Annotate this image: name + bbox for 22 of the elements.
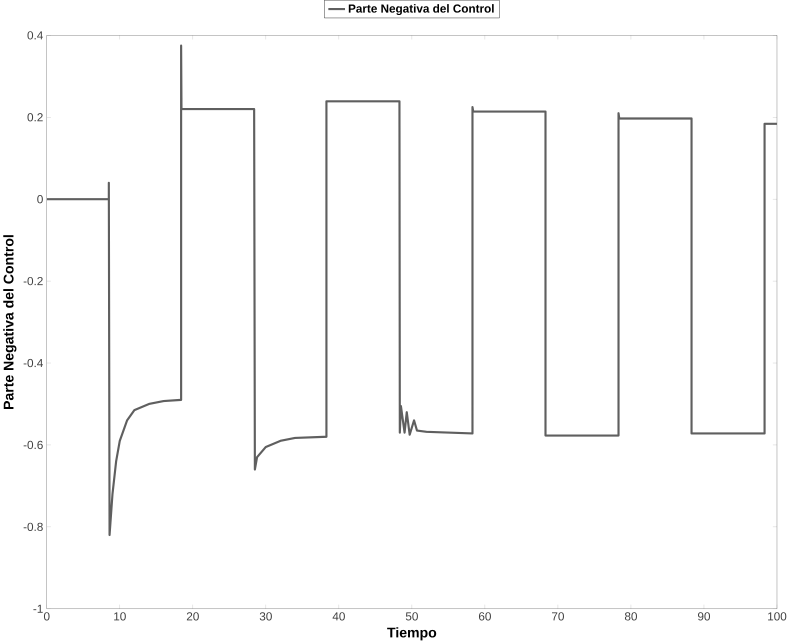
x-tick-label: 40: [332, 612, 345, 621]
x-tick-label: 0: [44, 612, 50, 621]
y-tick-label: -0.4: [24, 359, 43, 368]
y-tick-label: -0.8: [24, 522, 43, 532]
x-tick-label: 60: [478, 612, 491, 621]
x-tick-label: 50: [406, 612, 418, 621]
x-tick-label: 90: [698, 612, 710, 621]
x-tick-label: 70: [552, 612, 564, 621]
x-axis-title: Tiempo: [387, 627, 436, 641]
y-tick-label: 0.4: [27, 31, 43, 40]
y-tick-label: -0.2: [24, 277, 43, 286]
y-tick-label: 0: [37, 195, 43, 204]
x-tick-label: 100: [768, 612, 786, 621]
x-tick-label: 10: [114, 612, 126, 621]
x-tick-label: 30: [260, 612, 272, 621]
y-axis-title: Parte Negativa del Control: [3, 235, 16, 410]
y-tick-label: -0.6: [24, 440, 43, 450]
y-tick-label: -1: [33, 604, 43, 614]
x-tick-label: 80: [624, 612, 637, 621]
x-tick-label: 20: [186, 612, 199, 621]
legend-label: Parte Negativa del Control: [348, 4, 494, 16]
y-tick-label: 0.2: [27, 113, 43, 122]
